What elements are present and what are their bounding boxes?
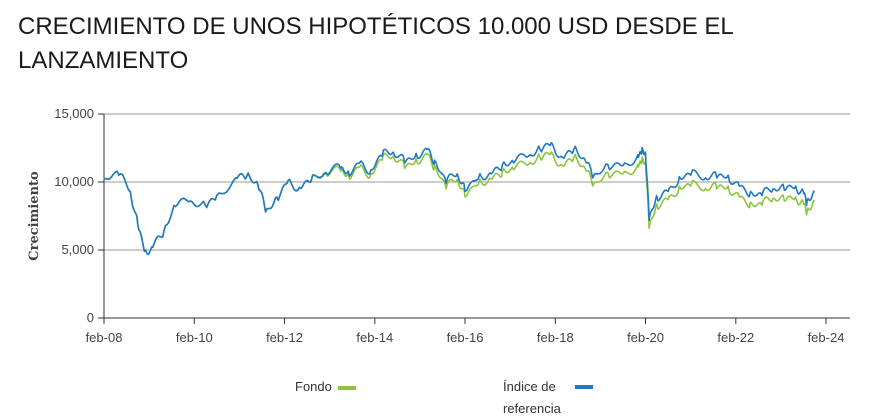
y-axis-title-group: Crecimiento [27,171,42,261]
legend-item-referencia: Índice de referencia [503,376,613,420]
legend-label: Fondo [295,379,332,394]
x-tick-label: feb-12 [266,330,303,345]
legend-label: Índice de referencia [503,379,561,416]
series-line-referencia [103,141,815,256]
series-line-fondo [103,151,815,256]
chart-title: CRECIMIENTO DE UNOS HIPOTÉTICOS 10.000 U… [18,13,733,74]
x-tick-label: feb-18 [537,330,574,345]
y-tick-label: 10,000 [54,174,94,189]
series-lines [103,141,815,256]
line-chart: 0 5,000 10,000 15,000 feb-08 feb-10 feb-12 feb-… [27,106,850,345]
y-tick-label: 5,000 [61,242,94,257]
legend-swatch-fondo [337,385,356,390]
x-tick-label: feb-20 [627,330,664,345]
gridlines [104,113,850,251]
y-tick-label: 15,000 [54,106,94,121]
y-tick-label: 0 [87,310,94,325]
x-tick-label: feb-22 [717,330,754,345]
x-tick-label: feb-16 [447,330,484,345]
x-tick-label: feb-08 [86,330,123,345]
x-tick-label: feb-14 [356,330,393,345]
legend-swatch-referencia [575,385,593,389]
x-tick-label: feb-24 [808,330,845,345]
axes: 0 5,000 10,000 15,000 feb-08 feb-10 feb-12 feb-… [54,106,850,345]
y-axis-title: Crecimiento [27,171,42,261]
legend-item-fondo: Fondo [295,376,356,398]
x-tick-label: feb-10 [176,330,213,345]
